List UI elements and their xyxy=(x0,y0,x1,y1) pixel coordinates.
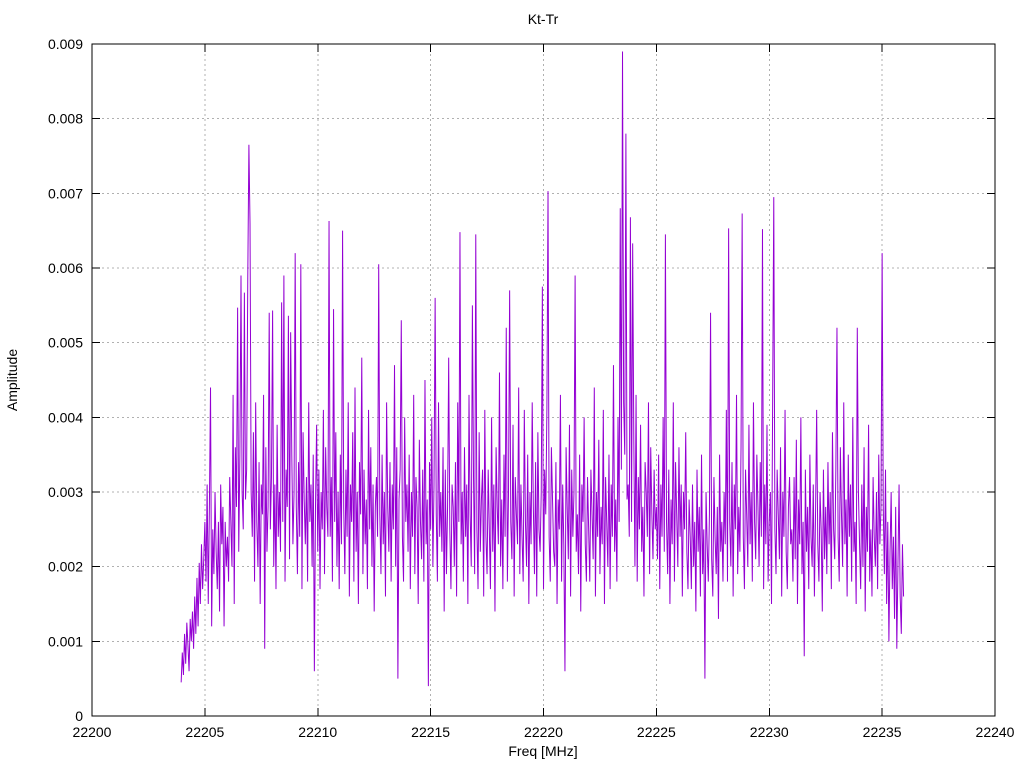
x-tick-labels: 22200 22205 22210 22215 22220 22225 22230 22235… xyxy=(73,724,1015,740)
data-series-line xyxy=(180,51,905,687)
y-tick-label: 0.004 xyxy=(48,409,83,425)
y-axis-label: Amplitude xyxy=(4,349,20,411)
y-tick-label: 0.002 xyxy=(48,559,83,575)
y-tick-label: 0.006 xyxy=(48,260,83,276)
x-tick-label: 22225 xyxy=(637,724,676,740)
x-tick-label: 22220 xyxy=(524,724,563,740)
x-tick-label: 22200 xyxy=(73,724,112,740)
y-tick-label: 0.003 xyxy=(48,484,83,500)
x-tick-label: 22240 xyxy=(976,724,1015,740)
x-axis-label: Freq [MHz] xyxy=(508,743,577,759)
y-tick-label: 0.005 xyxy=(48,335,83,351)
chart-title: Kt-Tr xyxy=(528,11,559,27)
y-tick-label: 0.008 xyxy=(48,111,83,127)
y-tick-labels: 0 0.001 0.002 0.003 0.004 0.005 0.006 0.007 0.00… xyxy=(48,36,83,724)
x-tick-label: 22210 xyxy=(298,724,337,740)
y-tick-label: 0.007 xyxy=(48,185,83,201)
x-tick-label: 22215 xyxy=(411,724,450,740)
x-tick-label: 22205 xyxy=(185,724,224,740)
x-tick-label: 22235 xyxy=(863,724,902,740)
y-tick-label: 0.009 xyxy=(48,36,83,52)
y-tick-label: 0 xyxy=(75,708,83,724)
y-tick-label: 0.001 xyxy=(48,633,83,649)
gridlines xyxy=(92,44,995,716)
x-tick-label: 22230 xyxy=(750,724,789,740)
plot-border xyxy=(91,43,996,717)
